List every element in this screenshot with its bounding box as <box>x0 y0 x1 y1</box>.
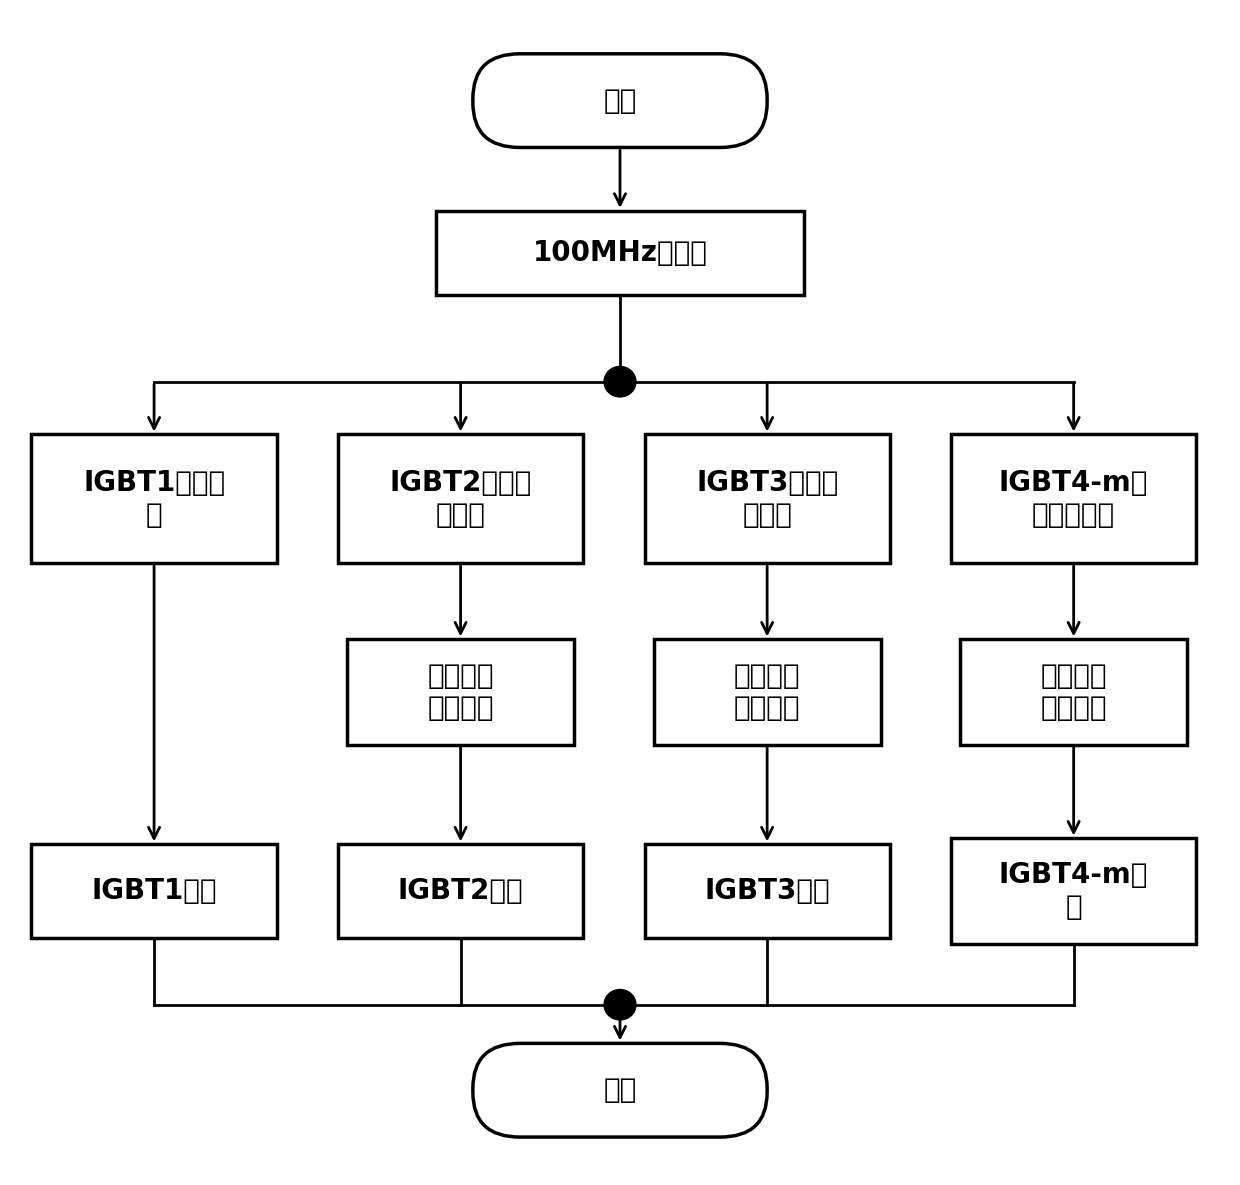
FancyBboxPatch shape <box>472 1043 768 1138</box>
Bar <box>653 640 880 744</box>
Bar <box>951 839 1197 943</box>
Text: 结束: 结束 <box>604 1076 636 1104</box>
Bar <box>960 640 1187 744</box>
Text: IGBT3触发: IGBT3触发 <box>704 877 830 905</box>
Text: 实时同步
触发模块: 实时同步 触发模块 <box>734 662 800 722</box>
Text: 100MHz时钟沿: 100MHz时钟沿 <box>532 239 708 267</box>
Text: IGBT2触发: IGBT2触发 <box>398 877 523 905</box>
Text: IGBT1触发: IGBT1触发 <box>92 877 217 905</box>
Bar <box>645 435 890 563</box>
Text: IGBT4-m触
发指令转发: IGBT4-m触 发指令转发 <box>999 468 1148 529</box>
Bar <box>436 211 804 295</box>
Bar <box>31 435 277 563</box>
Bar <box>347 640 574 744</box>
Text: IGBT2触发指
令转发: IGBT2触发指 令转发 <box>389 468 532 529</box>
Text: IGBT3触发指
令转发: IGBT3触发指 令转发 <box>696 468 838 529</box>
FancyBboxPatch shape <box>472 53 768 147</box>
Text: 实时同步
触发模块: 实时同步 触发模块 <box>428 662 494 722</box>
Text: IGBT4-m触
发: IGBT4-m触 发 <box>999 861 1148 921</box>
Bar <box>339 844 583 939</box>
Text: 开始: 开始 <box>604 87 636 115</box>
Bar <box>645 844 890 939</box>
Text: IGBT1触发指
令: IGBT1触发指 令 <box>83 468 226 529</box>
Circle shape <box>604 989 636 1020</box>
Bar <box>339 435 583 563</box>
Bar <box>31 844 277 939</box>
Bar <box>951 435 1197 563</box>
Text: 实时同步
触发模块: 实时同步 触发模块 <box>1040 662 1107 722</box>
Circle shape <box>604 366 636 397</box>
